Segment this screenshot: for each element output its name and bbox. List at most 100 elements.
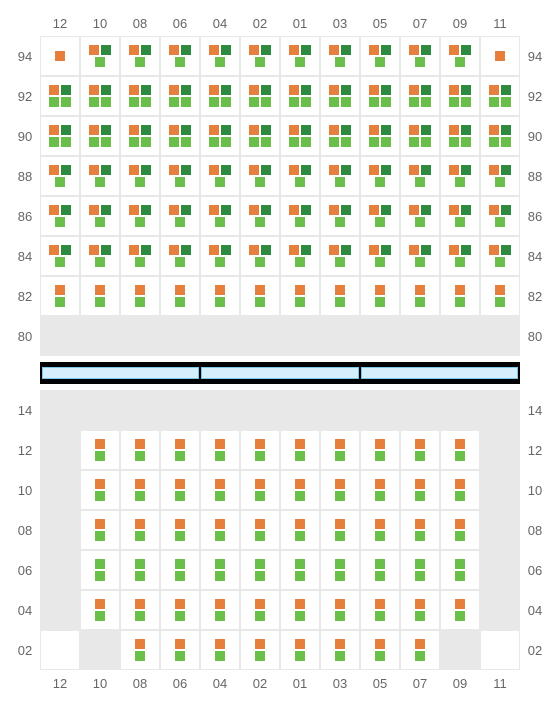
- rack-cell[interactable]: [40, 316, 80, 356]
- rack-cell[interactable]: [480, 550, 520, 590]
- rack-cell[interactable]: [360, 276, 400, 316]
- rack-cell[interactable]: [200, 430, 240, 470]
- rack-cell[interactable]: [80, 36, 120, 76]
- rack-cell[interactable]: [320, 390, 360, 430]
- rack-cell[interactable]: [360, 630, 400, 670]
- rack-cell[interactable]: [40, 430, 80, 470]
- rack-cell[interactable]: [400, 550, 440, 590]
- rack-cell[interactable]: [40, 276, 80, 316]
- rack-cell[interactable]: [400, 630, 440, 670]
- rack-cell[interactable]: [40, 550, 80, 590]
- rack-cell[interactable]: [160, 470, 200, 510]
- rack-cell[interactable]: [120, 316, 160, 356]
- rack-cell[interactable]: [320, 470, 360, 510]
- rack-cell[interactable]: [240, 196, 280, 236]
- rack-cell[interactable]: [40, 470, 80, 510]
- rack-cell[interactable]: [320, 116, 360, 156]
- rack-cell[interactable]: [440, 196, 480, 236]
- rack-cell[interactable]: [320, 316, 360, 356]
- rack-cell[interactable]: [240, 590, 280, 630]
- rack-cell[interactable]: [360, 470, 400, 510]
- rack-cell[interactable]: [200, 156, 240, 196]
- rack-cell[interactable]: [480, 470, 520, 510]
- rack-cell[interactable]: [400, 316, 440, 356]
- rack-cell[interactable]: [360, 590, 400, 630]
- rack-cell[interactable]: [160, 510, 200, 550]
- rack-cell[interactable]: [240, 390, 280, 430]
- rack-cell[interactable]: [280, 390, 320, 430]
- rack-cell[interactable]: [440, 430, 480, 470]
- rack-cell[interactable]: [400, 430, 440, 470]
- rack-cell[interactable]: [80, 510, 120, 550]
- rack-cell[interactable]: [280, 550, 320, 590]
- rack-cell[interactable]: [280, 76, 320, 116]
- rack-cell[interactable]: [400, 236, 440, 276]
- rack-cell[interactable]: [240, 316, 280, 356]
- rack-cell[interactable]: [40, 36, 80, 76]
- rack-cell[interactable]: [440, 156, 480, 196]
- rack-cell[interactable]: [200, 390, 240, 430]
- rack-cell[interactable]: [120, 196, 160, 236]
- rack-cell[interactable]: [360, 390, 400, 430]
- rack-cell[interactable]: [240, 510, 280, 550]
- rack-cell[interactable]: [280, 36, 320, 76]
- rack-cell[interactable]: [80, 590, 120, 630]
- rack-cell[interactable]: [80, 316, 120, 356]
- rack-cell[interactable]: [400, 156, 440, 196]
- rack-cell[interactable]: [440, 276, 480, 316]
- rack-cell[interactable]: [200, 36, 240, 76]
- rack-cell[interactable]: [440, 390, 480, 430]
- rack-cell[interactable]: [120, 36, 160, 76]
- rack-cell[interactable]: [80, 430, 120, 470]
- rack-cell[interactable]: [480, 116, 520, 156]
- rack-cell[interactable]: [160, 76, 200, 116]
- rack-cell[interactable]: [120, 550, 160, 590]
- rack-cell[interactable]: [200, 470, 240, 510]
- rack-cell[interactable]: [200, 630, 240, 670]
- rack-cell[interactable]: [240, 156, 280, 196]
- rack-cell[interactable]: [200, 590, 240, 630]
- rack-cell[interactable]: [400, 196, 440, 236]
- rack-cell[interactable]: [160, 196, 200, 236]
- rack-cell[interactable]: [200, 550, 240, 590]
- rack-cell[interactable]: [80, 276, 120, 316]
- rack-cell[interactable]: [160, 236, 200, 276]
- rack-cell[interactable]: [360, 550, 400, 590]
- rack-cell[interactable]: [480, 510, 520, 550]
- rack-cell[interactable]: [400, 276, 440, 316]
- rack-cell[interactable]: [480, 236, 520, 276]
- rack-cell[interactable]: [480, 430, 520, 470]
- rack-cell[interactable]: [40, 630, 80, 670]
- rack-cell[interactable]: [440, 630, 480, 670]
- rack-cell[interactable]: [120, 630, 160, 670]
- rack-cell[interactable]: [480, 276, 520, 316]
- rack-cell[interactable]: [320, 630, 360, 670]
- rack-cell[interactable]: [120, 276, 160, 316]
- rack-cell[interactable]: [480, 590, 520, 630]
- rack-cell[interactable]: [120, 236, 160, 276]
- rack-cell[interactable]: [160, 390, 200, 430]
- rack-cell[interactable]: [400, 116, 440, 156]
- rack-cell[interactable]: [480, 76, 520, 116]
- rack-cell[interactable]: [160, 430, 200, 470]
- rack-cell[interactable]: [200, 510, 240, 550]
- rack-cell[interactable]: [320, 430, 360, 470]
- rack-cell[interactable]: [200, 196, 240, 236]
- rack-cell[interactable]: [320, 590, 360, 630]
- rack-cell[interactable]: [240, 550, 280, 590]
- rack-cell[interactable]: [80, 156, 120, 196]
- rack-cell[interactable]: [400, 590, 440, 630]
- rack-cell[interactable]: [280, 156, 320, 196]
- rack-cell[interactable]: [120, 390, 160, 430]
- rack-cell[interactable]: [200, 116, 240, 156]
- rack-cell[interactable]: [280, 276, 320, 316]
- rack-cell[interactable]: [200, 76, 240, 116]
- rack-cell[interactable]: [480, 196, 520, 236]
- rack-cell[interactable]: [400, 36, 440, 76]
- rack-cell[interactable]: [440, 76, 480, 116]
- rack-cell[interactable]: [400, 510, 440, 550]
- rack-cell[interactable]: [120, 156, 160, 196]
- rack-cell[interactable]: [440, 470, 480, 510]
- rack-cell[interactable]: [80, 390, 120, 430]
- rack-cell[interactable]: [360, 236, 400, 276]
